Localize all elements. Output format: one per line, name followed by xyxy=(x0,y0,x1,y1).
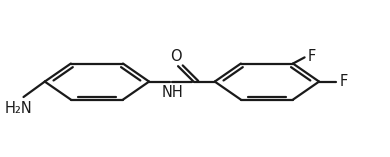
Text: NH: NH xyxy=(161,85,183,100)
Text: O: O xyxy=(170,49,182,64)
Text: F: F xyxy=(308,49,316,64)
Text: F: F xyxy=(340,74,348,89)
Text: H₂N: H₂N xyxy=(5,101,33,116)
